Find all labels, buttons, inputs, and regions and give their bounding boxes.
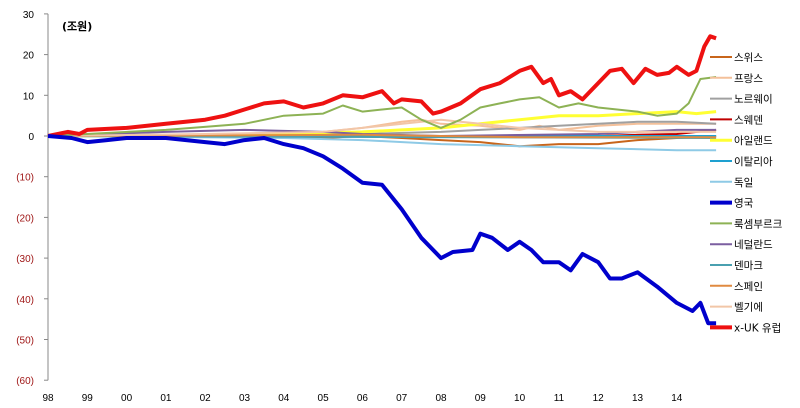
legend-label: 룩셈부르크 <box>734 218 783 230</box>
legend-item: 덴마크 <box>710 260 763 272</box>
y-tick-label: (40) <box>16 295 34 306</box>
series-line-아일랜드 <box>48 110 717 138</box>
legend-label: 스웨덴 <box>734 114 763 126</box>
legend-item: 스페인 <box>710 281 763 293</box>
legend-item: 네덜란드 <box>710 239 773 251</box>
legend-item: 스위스 <box>710 51 763 64</box>
legend-label: 독일 <box>734 176 753 189</box>
legend-label: 프랑스 <box>734 73 763 85</box>
x-tick-label: 00 <box>121 393 133 404</box>
series-lines <box>47 34 717 326</box>
legend-item: x-UK 유럽 <box>710 321 781 334</box>
y-tick-label: 10 <box>23 91 35 102</box>
legend-label: 이탈리아 <box>734 155 773 168</box>
legend-item: 이탈리아 <box>710 155 773 168</box>
legend-item: 아일랜드 <box>710 134 773 147</box>
x-tick-label: 08 <box>435 393 447 404</box>
series-line-독일 <box>47 135 717 152</box>
legend-label: 영국 <box>734 198 754 210</box>
x-tick-label: 98 <box>42 393 54 404</box>
series-line-스위스 <box>48 135 717 148</box>
y-tick-label: (10) <box>16 173 34 184</box>
x-tick-label: 12 <box>593 393 605 404</box>
x-tick-label: 04 <box>278 393 290 404</box>
y-tick-label: (60) <box>16 376 34 387</box>
x-tick-label: 06 <box>357 393 369 404</box>
y-tick-label: (30) <box>16 254 34 265</box>
series-line-룩셈부르크 <box>47 76 717 137</box>
legend-label: 스위스 <box>734 51 763 64</box>
series-line-영국 <box>47 134 717 326</box>
series-line-x-UK 유럽 <box>47 34 717 138</box>
y-tick-label: (20) <box>16 213 34 224</box>
x-tick-label: 07 <box>396 393 408 404</box>
x-tick-label: 14 <box>671 393 683 404</box>
series-line-스페인 <box>47 133 717 139</box>
legend-item: 영국 <box>710 198 754 210</box>
legend-label: 벨기에 <box>734 302 763 314</box>
y-tick-label: 20 <box>23 51 35 62</box>
y-tick-label: (50) <box>16 336 34 347</box>
x-tick-label: 11 <box>554 393 565 404</box>
x-tick-label: 13 <box>632 393 644 404</box>
x-tick-label: 02 <box>200 393 212 404</box>
unit-label: (조원) <box>62 19 92 33</box>
legend-label: 스페인 <box>734 281 763 293</box>
x-tick-label: 05 <box>318 393 330 404</box>
legend-label: 노르웨이 <box>734 94 773 106</box>
legend-label: 아일랜드 <box>734 134 773 147</box>
legend-item: 스웨덴 <box>710 114 763 126</box>
legend-item: 노르웨이 <box>710 94 773 106</box>
legend: 스위스프랑스노르웨이스웨덴아일랜드이탈리아독일영국룩셈부르크네덜란드덴마크스페인… <box>710 51 783 334</box>
x-tick-label: 03 <box>239 393 251 404</box>
legend-label: 덴마크 <box>734 260 763 272</box>
x-tick-label: 01 <box>160 393 172 404</box>
legend-label: x-UK 유럽 <box>734 321 781 334</box>
legend-item: 룩셈부르크 <box>710 218 783 230</box>
series-line-벨기에 <box>47 118 717 137</box>
legend-item: 벨기에 <box>710 302 763 314</box>
x-tick-label: 09 <box>475 393 487 404</box>
x-tick-label: 10 <box>514 393 526 404</box>
y-tick-label: 30 <box>23 10 35 21</box>
y-tick-label: 0 <box>28 132 34 143</box>
x-tick-label: 99 <box>82 393 94 404</box>
legend-item: 독일 <box>710 176 753 189</box>
legend-label: 네덜란드 <box>734 239 773 251</box>
legend-item: 프랑스 <box>710 73 763 85</box>
